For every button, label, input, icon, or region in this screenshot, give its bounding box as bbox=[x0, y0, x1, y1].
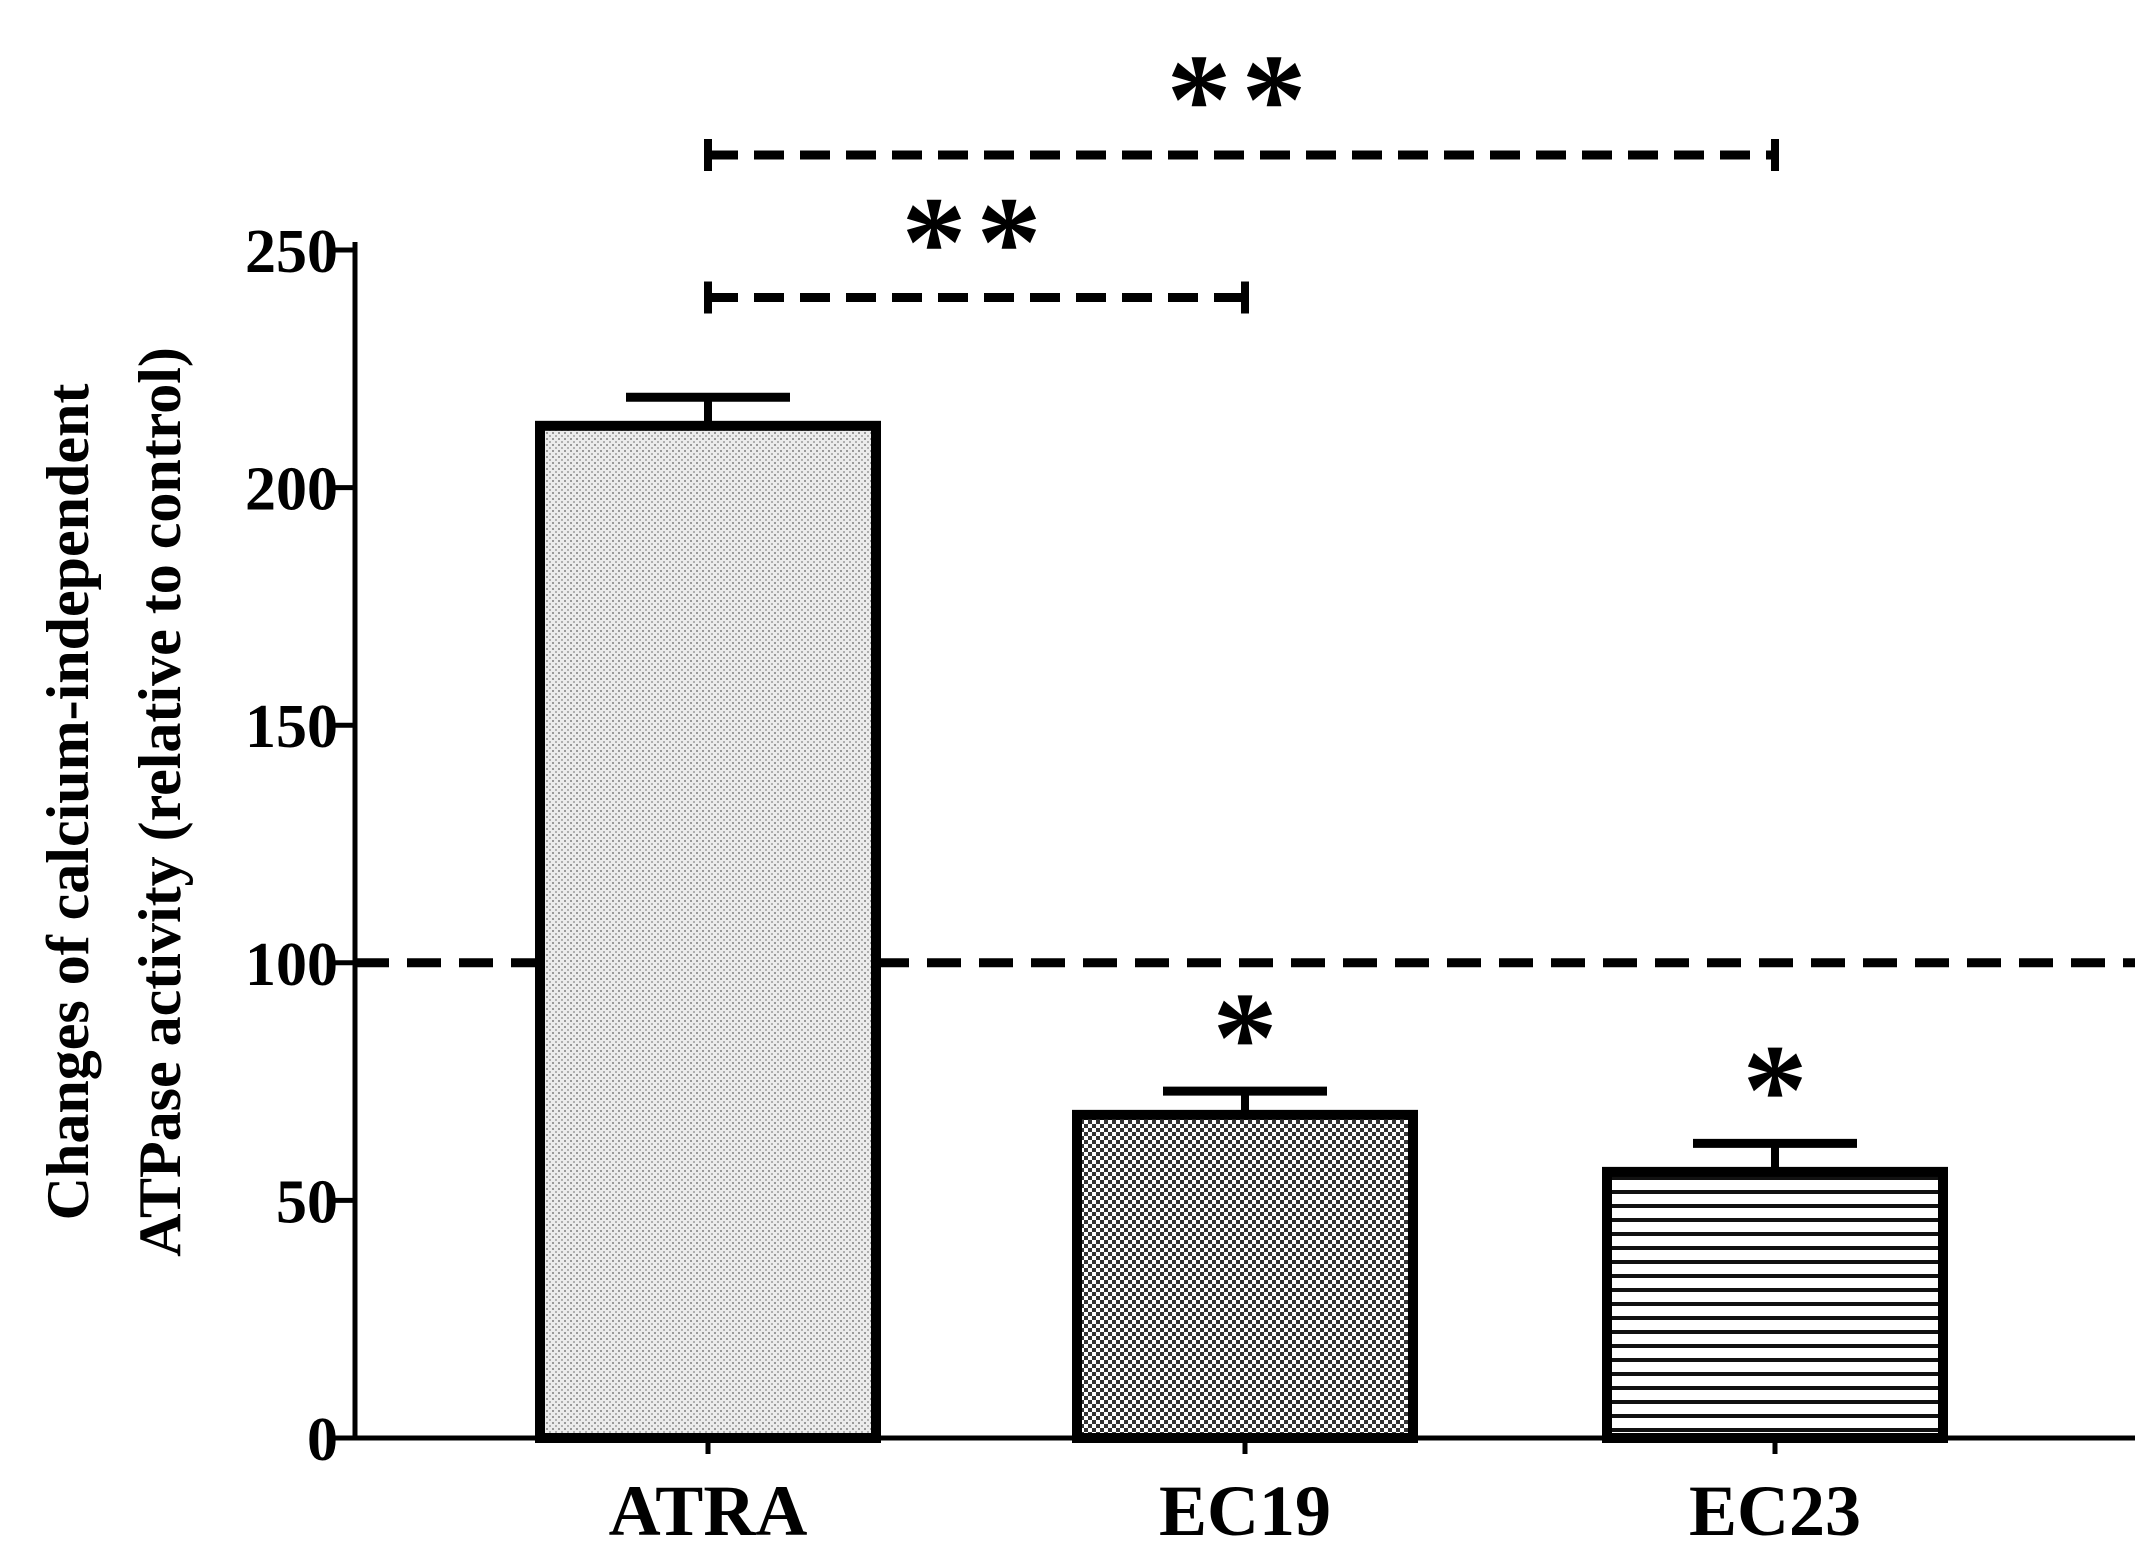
bars-group bbox=[535, 392, 1948, 1444]
significance-mark-ec23: * bbox=[1743, 1018, 1808, 1162]
x-tick-label-atra: ATRA bbox=[609, 1471, 808, 1551]
x-tick-label-ec23: EC23 bbox=[1689, 1471, 1861, 1551]
y-tick-label: 100 bbox=[245, 931, 338, 999]
y-tick-label: 150 bbox=[245, 693, 338, 761]
y-axis-label-line2: ATPase activity (relative to control) bbox=[127, 347, 193, 1257]
y-tick-label: 50 bbox=[276, 1168, 338, 1236]
significance-mark-ec19: * bbox=[1213, 966, 1278, 1110]
bar-ec23 bbox=[1602, 1166, 1948, 1443]
comparison-label-1: ** bbox=[902, 171, 1052, 315]
x-tick-label-ec19: EC19 bbox=[1159, 1471, 1331, 1551]
comparison-label-2: ** bbox=[1167, 28, 1317, 172]
y-tick-label: 250 bbox=[245, 218, 338, 286]
y-axis-label: Changes of calcium-independent ATPase ac… bbox=[35, 347, 193, 1257]
significance-group: * ***** bbox=[704, 28, 1808, 1162]
y-axis-label-line1: Changes of calcium-independent bbox=[35, 384, 101, 1221]
axes-group: ATRA EC19 EC23 0 50 100 150 200 250 bbox=[245, 218, 2135, 1551]
bar-ec19 bbox=[1072, 1109, 1418, 1443]
bar-atra bbox=[535, 420, 881, 1444]
y-tick-label: 200 bbox=[245, 456, 338, 524]
y-tick-label: 0 bbox=[307, 1406, 338, 1474]
